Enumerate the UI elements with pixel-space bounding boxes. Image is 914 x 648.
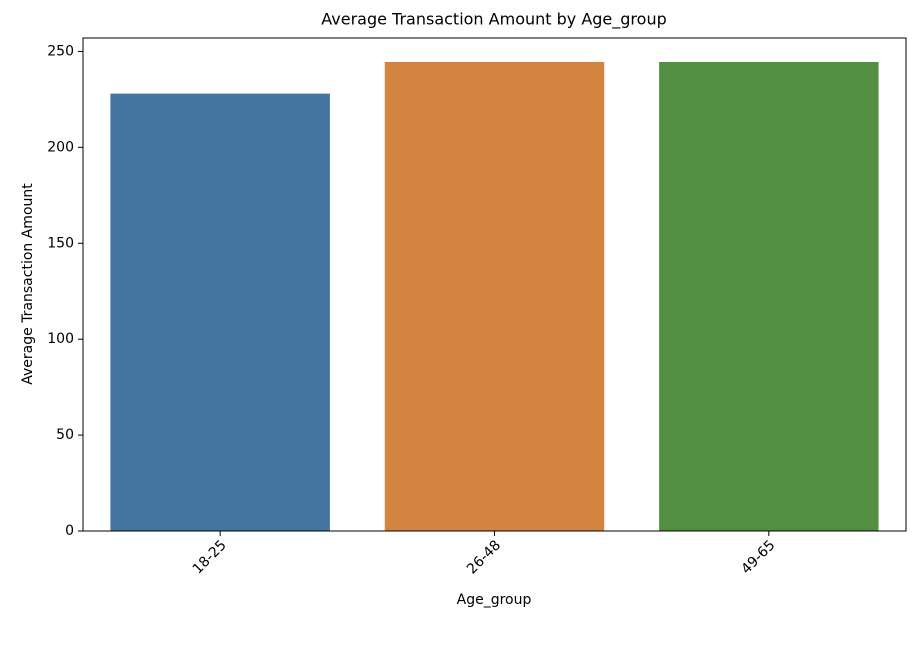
y-tick-label: 150 (47, 235, 74, 251)
bar (659, 61, 879, 531)
y-tick-label: 0 (65, 523, 74, 539)
chart-title: Average Transaction Amount by Age_group (321, 10, 667, 30)
y-tick-label: 200 (47, 139, 74, 155)
x-tick-label: 18-25 (190, 537, 230, 577)
x-tick-label: 26-48 (464, 537, 504, 577)
x-axis-label: Age_group (457, 592, 532, 608)
plot-frame (82, 37, 907, 532)
x-tick-label: 49-65 (738, 537, 778, 577)
bar (384, 61, 605, 531)
y-tick-label: 250 (47, 43, 74, 59)
y-axis-label: Average Transaction Amount (20, 183, 36, 385)
bar (110, 93, 330, 532)
y-tick-label: 100 (47, 331, 74, 347)
y-tick-label: 50 (56, 427, 74, 443)
